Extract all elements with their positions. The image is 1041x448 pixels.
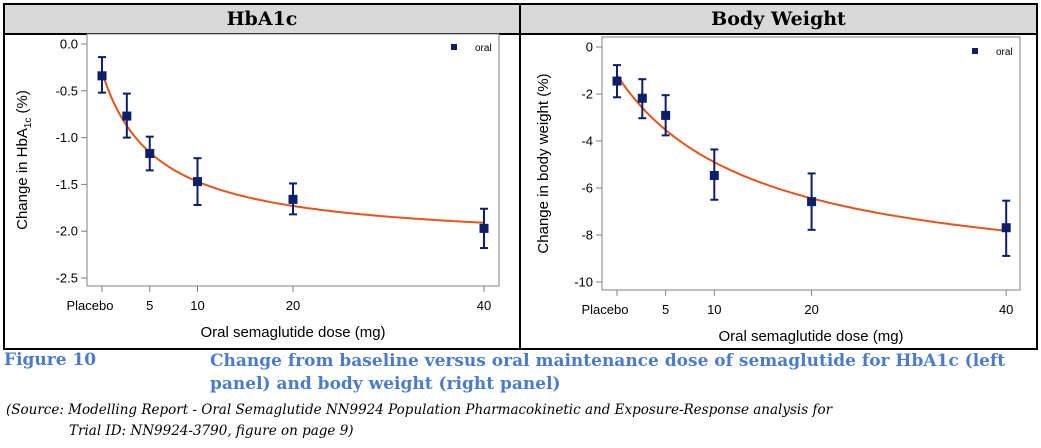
y-tick-label: -10 [574, 275, 593, 290]
x-tick-label: 20 [804, 302, 818, 317]
y-tick-label: -2 [581, 87, 593, 102]
data-point-marker [122, 111, 132, 121]
data-point-group [709, 148, 719, 201]
data-point-marker [145, 149, 155, 159]
data-point-group [122, 92, 132, 139]
y-tick-label: -4 [581, 134, 593, 149]
y-tick-label: -6 [581, 181, 593, 196]
y-tick-label: -1.0 [56, 130, 78, 145]
y-tick-label: 0 [586, 40, 593, 55]
data-point-marker [1001, 223, 1011, 233]
chart-hba1c: 0.0 -0.5 -1.0 -1.5 -2.0 -2.5 Placebo 5 10 20 40 Ora… [14, 33, 500, 341]
data-point-group [612, 64, 622, 99]
y-tick-label: -2.5 [56, 271, 78, 286]
data-point-marker [193, 177, 202, 187]
data-point-marker [709, 171, 719, 181]
legend-label: oral [475, 43, 492, 54]
y-axis-label-main: Change in body weight (%) [535, 73, 552, 253]
y-axis-label-unit: (%) [14, 90, 31, 118]
legend-label: oral [996, 47, 1013, 58]
charts-canvas: 0.0 -0.5 -1.0 -1.5 -2.0 -2.5 Placebo 5 10 20 40 Ora… [14, 33, 1021, 345]
data-point-marker [97, 71, 107, 81]
y-axis-label-main: Change in HbA [14, 128, 31, 230]
legend-marker [972, 48, 978, 54]
data-point-marker [288, 194, 298, 204]
source-line-2: Trial ID: NN9924-3790, figure on page 9) [69, 423, 354, 439]
x-tick-label: 10 [707, 302, 721, 317]
figure-source: (Source: Modelling Report - Oral Semaglu… [6, 400, 1036, 442]
y-tick-label: -8 [581, 228, 593, 243]
y-tick-label: -2.0 [56, 224, 78, 239]
x-tick-label: 40 [999, 302, 1013, 317]
data-point-group [479, 207, 489, 250]
data-point-group [637, 78, 647, 120]
y-axis-label: Change in body weight (%) [535, 73, 552, 253]
plot-area [86, 33, 500, 287]
panel-header-body-weight: Body Weight [521, 5, 1036, 35]
x-tick-label: 5 [662, 302, 669, 317]
source-line-1: (Source: Modelling Report - Oral Semaglu… [6, 402, 833, 418]
x-axis-label: Oral semaglutide dose (mg) [200, 324, 385, 341]
panel-divider [519, 5, 521, 348]
plot-area [601, 36, 1021, 291]
data-point-group [193, 157, 202, 206]
data-point-group [1001, 199, 1011, 257]
data-point-group [145, 135, 155, 172]
y-axis-label-subscript: 1c [23, 118, 34, 129]
x-axis-label: Oral semaglutide dose (mg) [718, 328, 903, 345]
y-tick-label: -1.5 [56, 177, 78, 192]
chart-body-weight: 0 -2 -4 -6 -8 -10 Placebo 5 10 20 40 Oral semagluti… [535, 36, 1021, 345]
legend-marker [451, 44, 457, 50]
data-point-marker [612, 76, 622, 86]
figure-title: Change from baseline versus oral mainten… [210, 351, 1006, 394]
x-tick-label: 5 [146, 298, 153, 313]
x-tick-label: 20 [286, 298, 300, 313]
data-point-group [807, 172, 817, 231]
x-tick-label: Placebo [67, 298, 114, 313]
x-tick-label: Placebo [582, 302, 629, 317]
y-axis-label: Change in HbA1c (%) [14, 90, 34, 230]
figure-number: Figure 10 [4, 350, 97, 370]
data-point-marker [807, 197, 817, 207]
data-point-marker [661, 110, 671, 120]
data-point-marker [479, 223, 489, 233]
x-tick-label: 40 [477, 298, 491, 313]
data-point-marker [637, 93, 647, 103]
data-point-group [288, 182, 298, 216]
data-point-group [661, 94, 671, 137]
x-tick-label: 10 [190, 298, 204, 313]
data-point-group [97, 56, 107, 94]
y-tick-label: -0.5 [56, 83, 78, 98]
y-tick-label: 0.0 [60, 37, 78, 52]
